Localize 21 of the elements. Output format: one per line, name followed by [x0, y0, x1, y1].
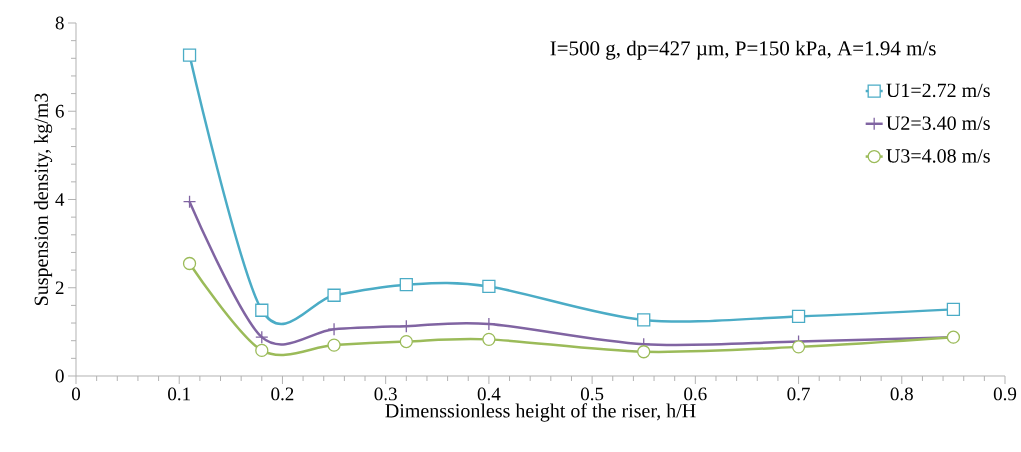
- legend-label: U3=4.08 m/s: [886, 149, 990, 163]
- y-tick-label: 6: [55, 104, 64, 118]
- x-tick-label: 0.5: [580, 387, 604, 401]
- y-tick-label: 8: [55, 16, 64, 30]
- y-axis-title: Suspension density, kg/m3: [33, 93, 53, 306]
- x-tick-label: 0.1: [168, 387, 190, 401]
- x-tick-label: 0: [71, 387, 81, 401]
- legend-label: U2=3.40 m/s: [886, 116, 990, 130]
- y-tick-label: 4: [55, 193, 65, 206]
- y-tick-label: 2: [55, 281, 64, 295]
- x-tick-label: 0.6: [684, 387, 707, 401]
- x-tick-label: 0.2: [271, 387, 294, 401]
- legend-label: U1=2.72 m/s: [886, 83, 990, 98]
- x-tick-label: 0.7: [787, 387, 810, 401]
- x-tick-label: 0.8: [890, 387, 913, 401]
- x-tick-label: 0.9: [993, 387, 1017, 401]
- y-tick-label: 0: [55, 369, 64, 383]
- annotation: I=500 g, dp=427 µm, P=150 kPa, A=1.94 m/s: [550, 40, 936, 60]
- x-tick-label: 0.4: [477, 387, 501, 401]
- x-tick-label: 0.3: [374, 387, 397, 401]
- x-axis-title: Dimenssionless height of the riser, h/H: [385, 403, 696, 422]
